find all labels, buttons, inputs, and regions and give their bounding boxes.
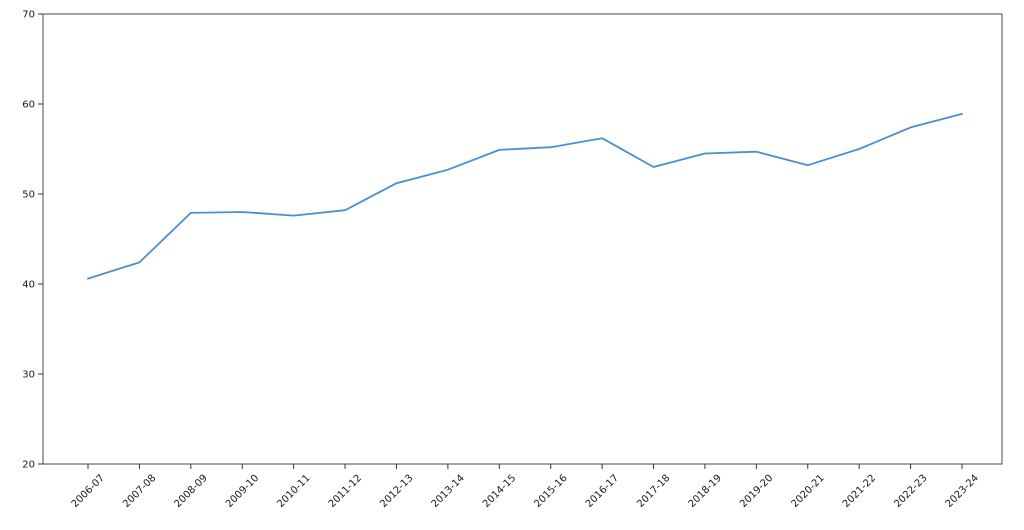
x-tick-label: 2011-12 [327, 473, 364, 510]
x-tick-label: 2013-14 [430, 473, 467, 510]
y-tick-label: 40 [22, 280, 35, 291]
x-tick-label: 2010-11 [275, 473, 312, 510]
x-tick-label: 2017-18 [635, 473, 672, 510]
x-tick-label: 2012-13 [378, 473, 415, 510]
y-tick-label: 60 [22, 100, 35, 111]
x-tick-label: 2023-24 [944, 473, 981, 510]
x-tick-label: 2020-21 [789, 473, 826, 510]
x-tick-label: 2022-23 [892, 473, 929, 510]
x-tick-label: 2006-07 [70, 473, 107, 510]
x-tick-label: 2016-17 [584, 473, 621, 510]
y-tick-label: 30 [22, 370, 35, 381]
x-tick-label: 2015-16 [532, 473, 569, 510]
x-tick-label: 2021-22 [841, 473, 878, 510]
series-line-value [87, 113, 963, 280]
x-tick-label: 2008-09 [173, 473, 210, 510]
y-tick-label: 50 [22, 190, 35, 201]
x-tick-label: 2009-10 [224, 473, 261, 510]
x-tick-label: 2007-08 [121, 473, 158, 510]
x-tick-label: 2014-15 [481, 473, 518, 510]
y-tick-label: 70 [22, 10, 35, 21]
x-tick-label: 2018-19 [687, 473, 724, 510]
plot-border [42, 13, 1003, 465]
y-tick-label: 20 [22, 460, 35, 471]
x-tick-label: 2019-20 [738, 473, 775, 510]
